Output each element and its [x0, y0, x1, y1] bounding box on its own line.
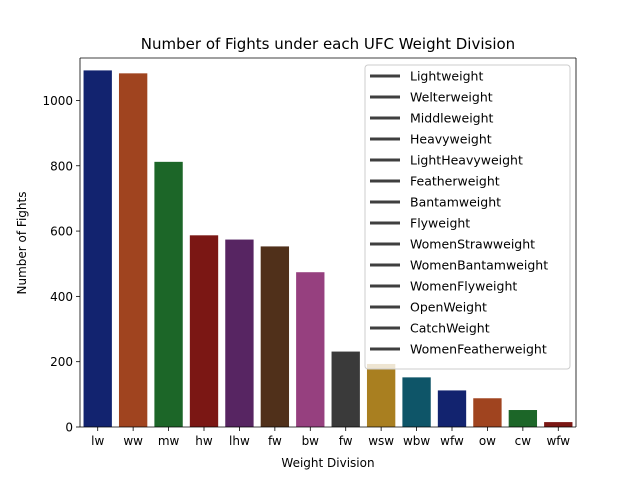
legend-entry: WomenFlyweight: [410, 279, 517, 294]
x-axis: lw ww mw hw lhw fw bw fw wsw wbw wfw ow cw wfw: [91, 427, 570, 448]
legend-entry: Bantamweight: [410, 195, 501, 210]
bar-ow: [473, 398, 502, 427]
legend-entry: WomenFeatherweight: [410, 342, 547, 357]
legend-entry: Heavyweight: [410, 132, 492, 147]
x-tick-label: lw: [91, 434, 104, 448]
legend-entry: Lightweight: [410, 69, 483, 84]
legend: Lightweight Welterweight Middleweight Heavy…: [364, 64, 571, 370]
legend-entry: Middleweight: [410, 111, 494, 126]
x-tick-label: fw: [268, 434, 282, 448]
bar-cw: [508, 410, 538, 427]
x-tick-label: wfw: [440, 434, 464, 448]
legend-entry: WomenBantamweight: [410, 258, 548, 273]
x-tick-label: mw: [158, 434, 180, 448]
bar-wfw: [544, 422, 573, 427]
x-tick-label: wfw: [546, 434, 570, 448]
legend-box: [364, 64, 571, 370]
x-tick-label: wsw: [368, 434, 394, 448]
bar-ww: [118, 73, 148, 428]
bar-wbw: [402, 377, 431, 427]
y-tick-label: 200: [50, 355, 73, 369]
x-tick-label: fw: [339, 434, 353, 448]
x-tick-label: ow: [479, 434, 496, 448]
bar-lhw: [225, 239, 254, 427]
legend-entry: Featherweight: [410, 174, 500, 189]
legend-entry: Welterweight: [410, 90, 493, 105]
plot-area: [79, 57, 577, 428]
y-tick-label: 1000: [42, 94, 73, 108]
bar-wfw: [437, 390, 467, 427]
y-axis: 0 200 400 600 800 1000: [42, 94, 80, 435]
legend-entry: CatchWeight: [410, 321, 490, 336]
bar-fw: [260, 246, 290, 427]
x-tick-label: hw: [195, 434, 213, 448]
bar-wsw: [366, 363, 396, 427]
y-tick-label: 400: [50, 290, 73, 304]
y-tick-label: 800: [50, 159, 73, 173]
bar-mw: [154, 161, 183, 428]
x-axis-label: Weight Division: [281, 456, 374, 470]
x-tick-label: lhw: [229, 434, 250, 448]
bar-fw: [331, 351, 360, 427]
legend-entry: WomenStrawweight: [410, 237, 535, 252]
bar-bw: [296, 272, 325, 427]
y-axis-label: Number of Fights: [15, 192, 29, 295]
x-tick-label: wbw: [403, 434, 430, 448]
legend-entry: Flyweight: [410, 216, 470, 231]
legend-entry: OpenWeight: [410, 300, 487, 315]
x-tick-label: bw: [302, 434, 320, 448]
y-tick-label: 600: [50, 225, 73, 239]
bar-hw: [189, 235, 219, 427]
x-tick-label: cw: [515, 434, 532, 448]
chart-title: Number of Fights under each UFC Weight D…: [141, 35, 515, 53]
bar-lw: [83, 70, 112, 428]
x-tick-label: ww: [123, 434, 143, 448]
legend-entry: LightHeavyweight: [410, 153, 523, 168]
y-tick-label: 0: [65, 421, 73, 435]
